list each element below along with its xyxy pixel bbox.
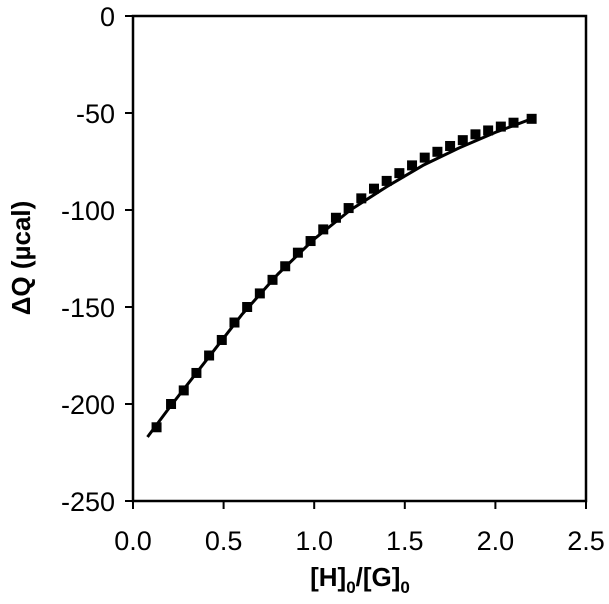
data-point (368, 183, 379, 194)
y-tick-label: -250 (61, 487, 115, 517)
data-point (191, 367, 202, 378)
x-axis-title-subscript-1: 0 (346, 578, 355, 597)
x-tick-label: 1.5 (386, 526, 424, 556)
data-point (267, 274, 278, 285)
y-tick-label: -100 (61, 196, 115, 226)
x-axis-title-subscript-2: 0 (400, 578, 409, 597)
x-axis-title-part-2: /[G] (356, 562, 401, 592)
y-axis-ticks: 0 -50 -100 -150 -200 -250 (61, 2, 133, 517)
data-point (508, 117, 519, 128)
data-point (445, 140, 456, 151)
x-axis-title-part-1: [H] (310, 562, 346, 592)
data-point (242, 302, 253, 312)
fit-curve (146, 117, 533, 438)
data-point (280, 261, 291, 272)
data-point (204, 350, 215, 361)
data-point (407, 160, 418, 171)
data-point (330, 212, 341, 223)
data-point (495, 121, 506, 132)
data-point (394, 168, 405, 179)
x-tick-label: 2.0 (477, 526, 515, 556)
y-tick-label: -50 (76, 99, 115, 129)
y-tick-label: -150 (61, 293, 115, 323)
data-point (216, 334, 227, 345)
data-point (470, 129, 481, 140)
y-tick-label: -200 (61, 390, 115, 420)
data-point (254, 288, 265, 299)
x-tick-label: 0.0 (114, 526, 152, 556)
data-point (381, 175, 392, 186)
data-point (166, 399, 177, 409)
data-points-layer (151, 113, 537, 433)
data-point (432, 146, 443, 157)
x-tick-label: 0.5 (205, 526, 243, 556)
y-axis-title: ΔQ (µcal) (6, 201, 36, 316)
data-point (483, 125, 494, 136)
plot-area-frame (131, 14, 588, 503)
x-axis-title: [H]0/[G]0 (310, 562, 410, 597)
x-tick-label: 2.5 (567, 526, 605, 556)
data-point (356, 193, 367, 204)
data-point (151, 422, 162, 433)
data-point (305, 236, 316, 247)
data-point (419, 152, 430, 163)
data-point (318, 224, 329, 235)
x-axis-ticks: 0.0 0.5 1.0 1.5 2.0 2.5 (114, 501, 605, 556)
data-point (343, 203, 354, 214)
fit-curve-layer (146, 117, 533, 438)
data-point (457, 135, 468, 146)
data-point (526, 113, 537, 124)
data-point (292, 247, 303, 258)
data-point (229, 317, 240, 328)
x-tick-label: 1.0 (295, 526, 333, 556)
y-tick-label: 0 (100, 2, 115, 32)
data-point (178, 385, 189, 396)
